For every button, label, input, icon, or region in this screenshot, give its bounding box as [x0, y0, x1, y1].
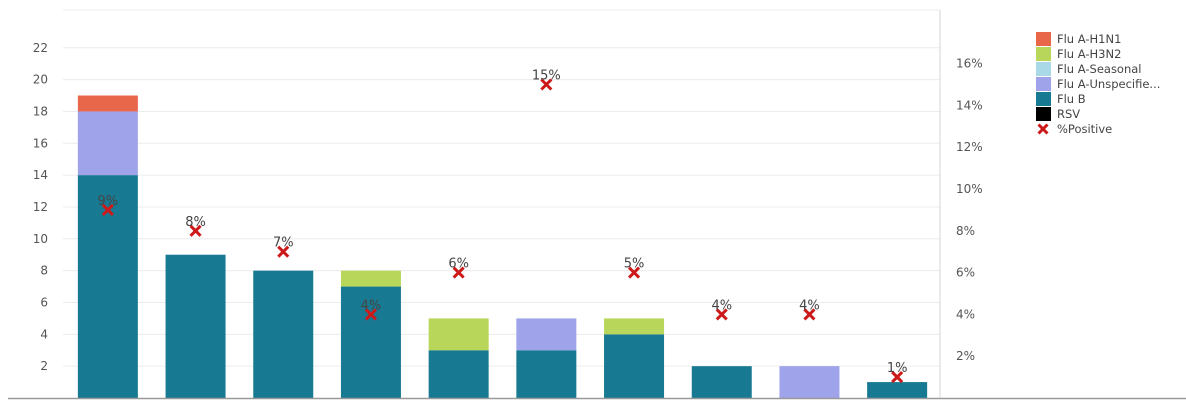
bar-flu-a-h3n2-4 — [340, 270, 401, 287]
percent-positive-label: 1% — [887, 361, 908, 376]
percent-positive-label: 15% — [532, 69, 561, 84]
y-right-tick-label: 8% — [956, 224, 975, 238]
y-right-tick-label: 12% — [956, 140, 983, 154]
bar-flu-b-4 — [340, 286, 401, 398]
bar-flu-b-8 — [691, 366, 752, 398]
percent-positive-label: 9% — [98, 194, 119, 209]
legend-label: RSV — [1057, 107, 1080, 121]
y-right-tick-label: 14% — [956, 98, 983, 112]
percent-positive-label: 8% — [185, 215, 206, 230]
legend-swatch — [1036, 47, 1051, 61]
bar-flu-b-6 — [516, 350, 577, 398]
y-left-tick-label: 2 — [40, 359, 48, 373]
y-left-tick-label: 22 — [33, 41, 48, 55]
y-left-tick-label: 14 — [33, 168, 48, 182]
y-left-tick-label: 4 — [40, 327, 48, 341]
bar-flu-b-10 — [867, 382, 928, 398]
bar-flu-b-3 — [253, 270, 314, 398]
percent-positive-label: 7% — [273, 236, 294, 251]
bar-flu-a-unspecifie-9 — [779, 366, 840, 398]
legend-swatch — [1036, 62, 1051, 76]
bar-flu-b-1 — [77, 175, 138, 398]
y-axis-right-ticks: 2% 4% 6% 8% 10% 12% 14% 16% — [956, 57, 983, 364]
bar-flu-b-2 — [165, 254, 226, 398]
legend-label: Flu A-H3N2 — [1057, 47, 1121, 61]
legend-label: %Positive — [1057, 122, 1112, 136]
y-left-tick-label: 20 — [33, 73, 48, 87]
legend-swatch — [1036, 32, 1051, 46]
percent-positive-marker — [627, 266, 641, 279]
bar-flu-a-h1n1-1 — [77, 95, 138, 112]
percent-positive-label: 4% — [361, 298, 382, 313]
percent-positive-marker — [891, 371, 904, 384]
percent-positive-marker — [452, 266, 465, 279]
bar-flu-a-unspecifie-1 — [77, 111, 138, 176]
y-axis-left-ticks: 2 4 6 8 10 12 14 16 18 20 22 — [33, 41, 48, 373]
bar-flu-a-h3n2-5 — [428, 318, 489, 351]
y-left-tick-label: 18 — [33, 104, 48, 118]
bar-flu-b-5 — [428, 350, 489, 398]
percent-positive-marker — [101, 203, 114, 216]
percent-positive-marker — [277, 245, 290, 258]
legend-swatch — [1036, 92, 1051, 106]
bar-flu-b-7 — [604, 334, 665, 398]
y-right-tick-label: 16% — [956, 57, 983, 71]
y-left-tick-label: 16 — [33, 136, 48, 150]
bar-flu-a-h3n2-7 — [604, 318, 665, 335]
bar-flu-a-unspecifie-6 — [516, 318, 577, 351]
y-right-tick-label: 10% — [956, 182, 983, 196]
percent-positive-label: 6% — [448, 257, 469, 272]
legend-label: Flu B — [1057, 92, 1086, 106]
y-right-tick-label: 4% — [956, 307, 975, 321]
y-left-tick-label: 10 — [33, 232, 48, 246]
legend-label: Flu A-Seasonal — [1057, 62, 1142, 76]
percent-positive-label: 5% — [624, 257, 645, 272]
bars — [77, 95, 928, 398]
percent-positive-marker — [364, 308, 378, 321]
y-left-tick-label: 6 — [40, 295, 48, 309]
legend-swatch — [1036, 77, 1051, 91]
legend-marker-x-icon — [1037, 123, 1049, 135]
percent-positive-marker — [189, 224, 202, 237]
percent-positive-label: 4% — [711, 298, 732, 313]
legend-label: Flu A-H1N1 — [1057, 32, 1121, 46]
y-right-tick-label: 2% — [956, 349, 975, 363]
percent-positive-markers: 9% 8% 7% 4% 6% 15% 5% 4% 4% 1% — [98, 69, 908, 384]
percent-positive-marker — [715, 308, 728, 321]
axes — [8, 10, 1186, 400]
y-left-tick-label: 8 — [40, 264, 48, 278]
legend-label: Flu A-Unspecifie... — [1057, 77, 1160, 91]
percent-positive-label: 4% — [799, 298, 820, 313]
percent-positive-marker — [540, 78, 553, 91]
legend-swatch — [1036, 107, 1051, 121]
y-left-tick-label: 12 — [33, 200, 48, 214]
percent-positive-marker — [803, 308, 816, 321]
y-right-tick-label: 6% — [956, 266, 975, 280]
